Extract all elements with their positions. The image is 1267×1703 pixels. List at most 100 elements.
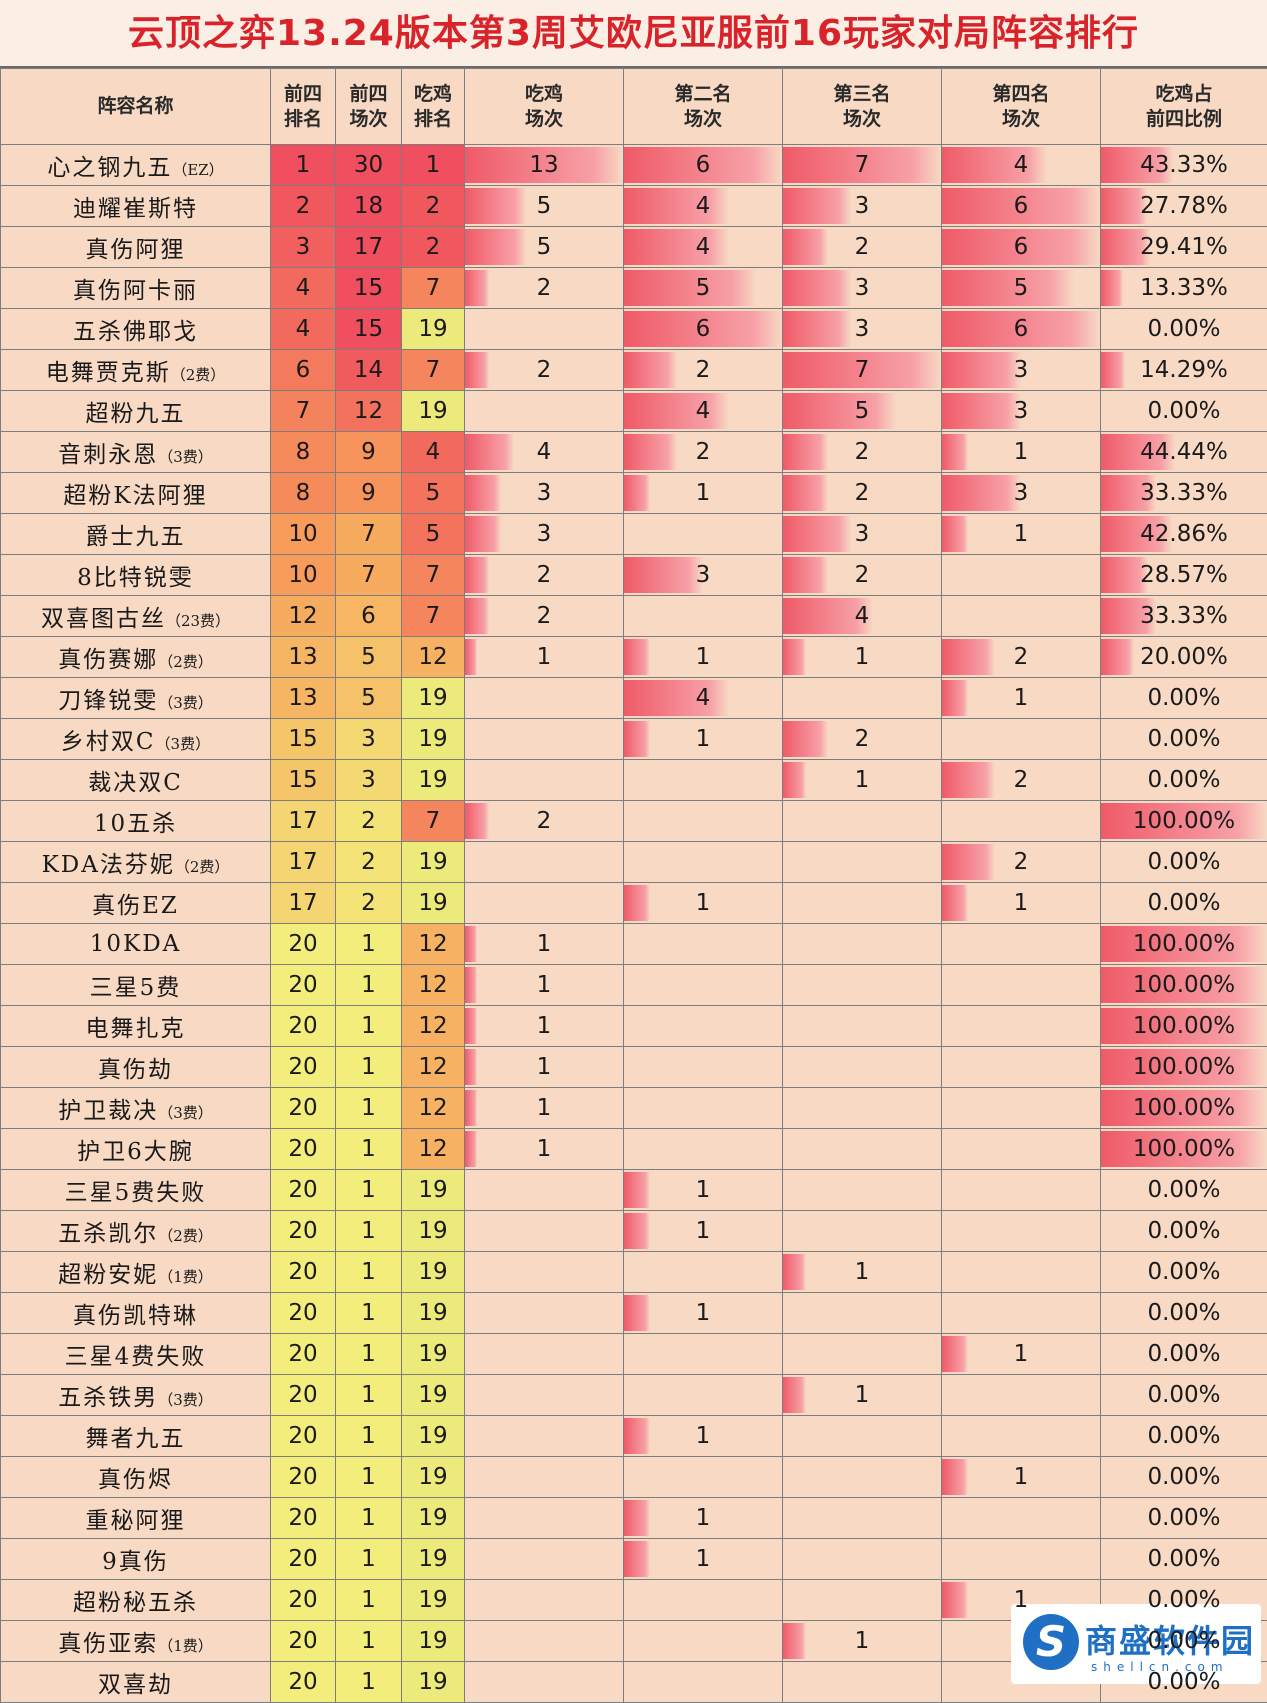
top4-rank-cell: 20 <box>271 1293 336 1334</box>
win-rank-cell: 7 <box>402 596 465 637</box>
top4-rank-cell: 2 <box>271 186 336 227</box>
win-ratio-cell: 100.00% <box>1101 924 1267 965</box>
cell-value: 1 <box>537 931 552 957</box>
third-place-cell: 4 <box>783 596 942 637</box>
cell-value: 5 <box>537 193 552 219</box>
win-ratio-cell: 27.78% <box>1101 186 1267 227</box>
third-place-cell <box>783 1293 942 1334</box>
top4-games-cell: 15 <box>336 268 402 309</box>
data-bar <box>624 393 729 429</box>
lineup-name-cell: 超粉K法阿狸 <box>1 473 271 514</box>
cell-value: 0.00% <box>1147 1300 1220 1326</box>
cell-value: 2 <box>1014 767 1029 793</box>
cell-value: 5 <box>855 398 870 424</box>
win-rank-cell: 12 <box>402 637 465 678</box>
top4-games-cell: 1 <box>336 1375 402 1416</box>
fourth-place-cell <box>942 965 1101 1006</box>
win-ratio-cell: 100.00% <box>1101 801 1267 842</box>
lineup-name: 8比特锐雯 <box>77 565 194 591</box>
fourth-place-cell: 1 <box>942 1457 1101 1498</box>
second-place-cell: 4 <box>624 678 783 719</box>
top4-games-cell: 1 <box>336 1293 402 1334</box>
third-place-cell <box>783 1006 942 1047</box>
cell-value: 0.00% <box>1147 1546 1220 1572</box>
wins-cell <box>465 1252 624 1293</box>
cell-value: 3 <box>855 193 870 219</box>
win-rank-cell: 7 <box>402 801 465 842</box>
cell-value: 1 <box>855 1382 870 1408</box>
fourth-place-cell <box>942 1088 1101 1129</box>
lineup-name: 真伤EZ <box>92 893 179 919</box>
top4-rank-cell: 20 <box>271 1006 336 1047</box>
wins-cell: 1 <box>465 1088 624 1129</box>
cell-value: 1 <box>696 1423 711 1449</box>
cell-value: 3 <box>855 521 870 547</box>
top4-games-cell: 1 <box>336 1416 402 1457</box>
lineup-name-cell: 真伤EZ <box>1 883 271 924</box>
cell-value: 42.86% <box>1140 521 1228 547</box>
lineup-name-cell: 刀锋锐雯（3费） <box>1 678 271 719</box>
cell-value: 4 <box>696 193 711 219</box>
lineup-name-cell: 音刺永恩（3费） <box>1 432 271 473</box>
lineup-name: 电舞贾克斯 <box>46 360 171 386</box>
top4-games-cell: 17 <box>336 227 402 268</box>
lineup-name-cell: 电舞贾克斯（2费） <box>1 350 271 391</box>
data-bar <box>465 1090 477 1126</box>
lineup-cost-note: （3费） <box>156 735 211 753</box>
cell-value: 43.33% <box>1140 152 1228 178</box>
lineup-name: 三星5费失败 <box>65 1180 207 1206</box>
cell-value: 1 <box>696 726 711 752</box>
second-place-cell <box>624 1457 783 1498</box>
data-bar <box>624 352 677 388</box>
top4-rank-cell: 20 <box>271 1088 336 1129</box>
lineup-name: 真伤亚索 <box>58 1631 158 1657</box>
wins-cell: 5 <box>465 186 624 227</box>
lineup-name-cell: 9真伤 <box>1 1539 271 1580</box>
win-ratio-cell: 0.00% <box>1101 1170 1267 1211</box>
second-place-cell: 2 <box>624 350 783 391</box>
fourth-place-cell: 6 <box>942 309 1101 350</box>
cell-value: 0.00% <box>1147 1423 1220 1449</box>
win-rank-cell: 19 <box>402 391 465 432</box>
win-rank-cell: 19 <box>402 760 465 801</box>
cell-value: 1 <box>855 644 870 670</box>
third-place-cell: 3 <box>783 186 942 227</box>
second-place-cell <box>624 801 783 842</box>
wins-cell <box>465 719 624 760</box>
win-rank-cell: 19 <box>402 1211 465 1252</box>
third-place-cell: 5 <box>783 391 942 432</box>
watermark-logo-icon: S <box>1023 1614 1079 1670</box>
lineup-name: 刀锋锐雯 <box>58 688 158 714</box>
fourth-place-cell <box>942 1211 1101 1252</box>
third-place-cell <box>783 1416 942 1457</box>
cell-value: 4 <box>696 234 711 260</box>
data-bar <box>942 1336 968 1372</box>
data-bar <box>624 557 703 593</box>
lineup-name: 10五杀 <box>94 811 177 837</box>
cell-value: 4 <box>696 685 711 711</box>
wins-cell: 3 <box>465 514 624 555</box>
top4-games-cell: 6 <box>336 596 402 637</box>
top4-games-cell: 1 <box>336 1211 402 1252</box>
cell-value: 1 <box>537 1136 552 1162</box>
top4-games-cell: 2 <box>336 883 402 924</box>
second-place-cell: 1 <box>624 1293 783 1334</box>
win-ratio-cell: 29.41% <box>1101 227 1267 268</box>
wins-cell <box>465 391 624 432</box>
win-ratio-cell: 0.00% <box>1101 842 1267 883</box>
win-rank-cell: 19 <box>402 842 465 883</box>
top4-rank-cell: 20 <box>271 924 336 965</box>
top4-rank-cell: 1 <box>271 145 336 186</box>
win-rank-cell: 2 <box>402 186 465 227</box>
